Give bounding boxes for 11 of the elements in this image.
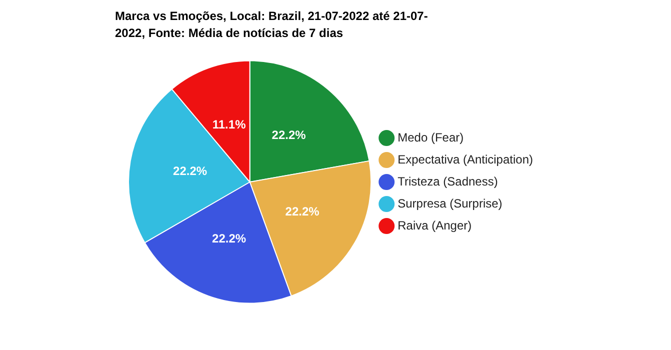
data-label: 22.2% — [285, 204, 320, 219]
legend-label: Surpresa (Surprise) — [398, 196, 502, 210]
legend-label: Expectativa (Anticipation) — [398, 152, 534, 166]
legend-label: Medo (Fear) — [398, 130, 464, 144]
legend-label: Raiva (Anger) — [398, 218, 472, 232]
data-label: 22.2% — [212, 231, 246, 246]
chart-title: Marca vs Emoções, Local: Brazil, 21-07-2022 até 21-07-2022, Fonte: Média de notícias de 7 dias — [115, 8, 429, 42]
data-label: 22.2% — [173, 164, 208, 178]
data-label: 11.1% — [212, 117, 246, 132]
legend-label: Tristeza (Sadness) — [398, 174, 498, 188]
data-label: 22.2% — [272, 128, 306, 142]
